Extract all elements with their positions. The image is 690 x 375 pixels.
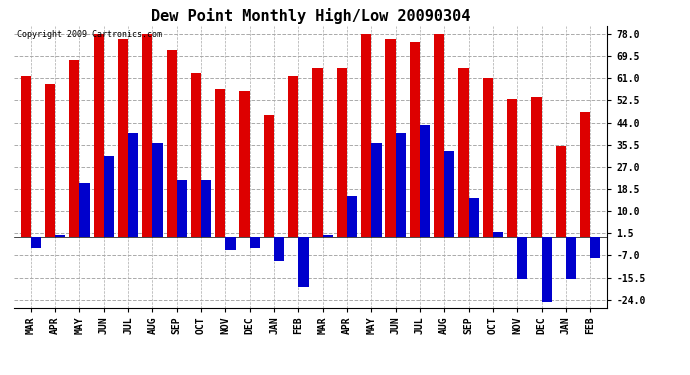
Bar: [458, 68, 469, 237]
Bar: [444, 151, 455, 237]
Bar: [410, 42, 420, 237]
Bar: [45, 84, 55, 237]
Bar: [469, 198, 479, 237]
Bar: [264, 115, 274, 237]
Bar: [361, 34, 371, 237]
Bar: [566, 237, 576, 279]
Bar: [420, 125, 430, 237]
Bar: [531, 97, 542, 237]
Bar: [274, 237, 284, 261]
Bar: [21, 76, 31, 237]
Title: Dew Point Monthly High/Low 20090304: Dew Point Monthly High/Low 20090304: [151, 8, 470, 24]
Bar: [507, 99, 518, 237]
Bar: [347, 195, 357, 237]
Bar: [215, 89, 226, 237]
Bar: [555, 146, 566, 237]
Bar: [395, 133, 406, 237]
Bar: [337, 68, 347, 237]
Bar: [434, 34, 444, 237]
Bar: [493, 232, 503, 237]
Bar: [518, 237, 527, 279]
Bar: [323, 235, 333, 237]
Bar: [104, 156, 114, 237]
Bar: [31, 237, 41, 248]
Bar: [55, 235, 66, 237]
Bar: [386, 39, 395, 237]
Bar: [69, 60, 79, 237]
Bar: [298, 237, 308, 286]
Bar: [166, 50, 177, 237]
Bar: [128, 133, 138, 237]
Bar: [590, 237, 600, 258]
Bar: [542, 237, 552, 302]
Bar: [152, 144, 163, 237]
Bar: [226, 237, 235, 250]
Bar: [177, 180, 187, 237]
Bar: [118, 39, 128, 237]
Bar: [483, 78, 493, 237]
Bar: [313, 68, 323, 237]
Bar: [79, 183, 90, 237]
Bar: [191, 73, 201, 237]
Bar: [201, 180, 211, 237]
Bar: [580, 112, 590, 237]
Bar: [288, 76, 298, 237]
Bar: [250, 237, 260, 248]
Text: Copyright 2009 Cartronics.com: Copyright 2009 Cartronics.com: [17, 30, 161, 39]
Bar: [94, 34, 104, 237]
Bar: [239, 92, 250, 237]
Bar: [142, 34, 152, 237]
Bar: [371, 144, 382, 237]
